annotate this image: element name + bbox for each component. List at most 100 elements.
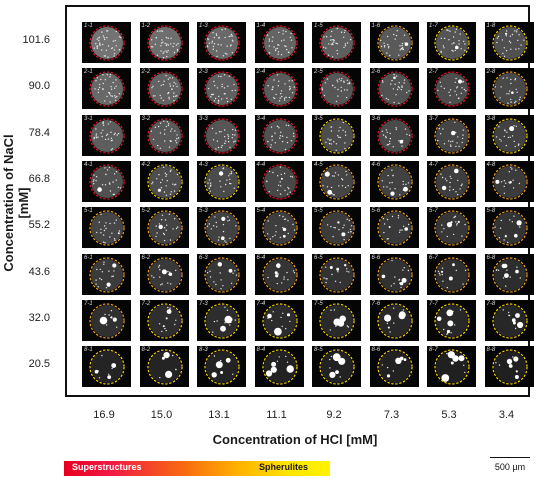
texture-speck [224, 135, 226, 137]
micrograph-cell: 1-6 [369, 22, 419, 63]
classification-circle [146, 164, 183, 200]
sample-disc [378, 27, 411, 59]
texture-speck [158, 30, 161, 32]
spherulite-spot [335, 370, 339, 375]
texture-speck [171, 354, 173, 357]
cell-label: 3-8 [486, 115, 496, 122]
spherulite-spot [274, 270, 278, 274]
texture-speck [439, 81, 441, 84]
cell-label: 7-8 [486, 300, 496, 307]
cell-label: 3-1 [84, 115, 93, 122]
spherulite-spot [228, 317, 233, 322]
texture-speck [460, 48, 462, 50]
texture-speck [227, 220, 229, 222]
spherulite-spot [506, 358, 512, 365]
spherulite-spot [327, 189, 333, 195]
texture-speck [215, 132, 217, 134]
texture-speck [321, 89, 324, 91]
spherulite-spot [332, 353, 341, 362]
texture-speck [392, 102, 395, 104]
texture-speck [284, 218, 286, 220]
texture-speck [293, 271, 295, 273]
spherulite-spot [387, 326, 390, 329]
texture-speck [343, 80, 345, 83]
texture-speck [162, 99, 164, 102]
texture-speck [497, 269, 499, 271]
texture-speck [165, 194, 167, 196]
texture-speck [229, 178, 231, 180]
texture-speck [161, 282, 163, 285]
texture-speck [389, 132, 391, 134]
texture-speck [220, 146, 222, 148]
texture-speck [98, 377, 101, 379]
texture-speck [96, 231, 98, 234]
texture-speck [109, 76, 111, 78]
micrograph-cell: 6-4 [254, 253, 304, 295]
texture-speck [441, 273, 443, 275]
texture-speck [165, 185, 167, 187]
texture-speck [389, 137, 391, 139]
classification-circle [491, 349, 528, 385]
texture-speck [456, 141, 458, 144]
micrograph-cell: 3-4 [254, 114, 304, 156]
texture-speck [336, 79, 338, 82]
texture-speck [284, 96, 287, 99]
texture-speck [519, 276, 521, 279]
texture-speck [380, 45, 382, 48]
texture-speck [381, 130, 383, 132]
texture-speck [280, 281, 282, 284]
texture-speck [517, 34, 520, 36]
cell-label: 3-4 [256, 115, 266, 122]
texture-speck [338, 78, 340, 81]
texture-speck [330, 129, 333, 132]
texture-speck [347, 326, 350, 328]
texture-speck [169, 130, 171, 132]
y-tick-label: 101.6 [22, 34, 50, 46]
classification-circle [89, 71, 125, 107]
texture-speck [110, 95, 112, 97]
spherulite-spot [339, 315, 346, 322]
texture-speck [227, 135, 230, 137]
texture-speck [441, 231, 443, 233]
texture-speck [332, 43, 334, 46]
texture-speck [348, 219, 350, 222]
texture-speck [208, 179, 211, 181]
micrograph-image [491, 303, 528, 339]
texture-speck [169, 282, 171, 285]
texture-speck [388, 54, 390, 57]
texture-speck [394, 126, 397, 129]
texture-speck [333, 309, 336, 311]
texture-speck [456, 86, 459, 88]
texture-speck [102, 241, 105, 244]
micrograph-cell: 6-1 [82, 253, 131, 295]
texture-speck [393, 187, 396, 190]
texture-speck [514, 145, 516, 147]
micrograph-cell: 4-4 [254, 160, 304, 202]
texture-speck [284, 327, 286, 330]
texture-speck [234, 129, 237, 131]
spherulite-spot [458, 79, 462, 84]
texture-speck [120, 36, 122, 39]
texture-speck [280, 173, 282, 175]
sample-disc [321, 165, 353, 198]
texture-speck [271, 171, 274, 174]
classification-circle [146, 210, 183, 246]
spherulite-spot [394, 357, 402, 365]
texture-speck [336, 43, 339, 45]
spherulite-spot [117, 232, 120, 235]
texture-speck [440, 37, 442, 39]
texture-speck [338, 129, 340, 132]
texture-speck [349, 83, 351, 85]
texture-speck [461, 137, 464, 139]
texture-speck [326, 185, 329, 188]
texture-speck [273, 234, 276, 237]
texture-speck [341, 184, 344, 187]
texture-speck [269, 238, 271, 240]
texture-speck [159, 283, 161, 285]
texture-speck [100, 278, 103, 280]
texture-speck [407, 269, 409, 271]
texture-speck [224, 321, 226, 324]
texture-speck [173, 129, 176, 132]
texture-speck [164, 75, 167, 77]
texture-speck [104, 242, 106, 244]
